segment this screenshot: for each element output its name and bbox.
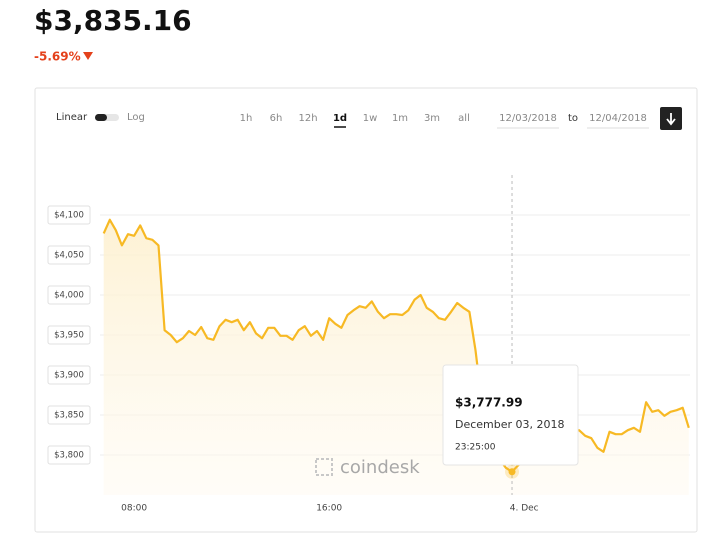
price: $3,835.16 <box>34 4 192 37</box>
scale-toggle-knob <box>95 114 107 121</box>
y-tick-box <box>47 405 91 425</box>
down-arrow <box>83 52 93 60</box>
area <box>103 219 689 496</box>
range-button[interactable]: 1w <box>363 113 378 124</box>
range-button[interactable]: 3m <box>424 113 440 124</box>
range-button[interactable]: 1m <box>392 113 408 124</box>
plot: $3,800 $3,850 $3,900 $3,950 $4,000 $4,050 $4,1… <box>47 175 690 514</box>
download-icon <box>666 113 676 126</box>
scale-option[interactable]: Linear <box>56 112 88 123</box>
range-button[interactable]: 6h <box>270 113 283 124</box>
date-to[interactable]: 12/04/2018 <box>589 113 647 124</box>
tooltip-price: $3,777.99 <box>455 396 523 410</box>
y-tick-box <box>47 285 91 305</box>
range-button[interactable]: 1h <box>240 113 253 124</box>
date-from[interactable]: 12/03/2018 <box>499 113 557 124</box>
controls: Linear Log 1h 6h 12h 1d 1w 1m 3m all 12/03/2018 to 1… <box>56 107 682 130</box>
y-tick-label: $3,850 <box>54 411 84 421</box>
y-tick-label: $4,000 <box>54 291 84 301</box>
y-tick-box <box>47 245 91 265</box>
scale-option[interactable]: Log <box>127 112 145 123</box>
tooltip-date: December 03, 2018 <box>455 418 565 431</box>
watermark: coindesk <box>340 457 420 478</box>
tooltip-dot <box>508 468 516 476</box>
y-tick-label: $3,800 <box>54 451 84 461</box>
date-separator: to <box>568 113 578 124</box>
range-button[interactable]: 1d <box>333 113 347 124</box>
y-tick-box <box>47 365 91 385</box>
price-line <box>102 218 690 473</box>
x-tick-label: 4. Dec <box>510 504 539 514</box>
y-tick-label: $4,050 <box>54 251 84 261</box>
x-tick-label: 08:00 <box>121 504 147 514</box>
tooltip-box <box>442 364 579 466</box>
x-tick-label: 16:00 <box>316 504 342 514</box>
y-tick-label: $3,900 <box>54 371 84 381</box>
y-tick-label: $3,950 <box>54 331 84 341</box>
y-tick-box <box>47 445 91 465</box>
y-tick-box <box>47 205 91 225</box>
range-button[interactable]: all <box>458 113 470 124</box>
y-tick-label: $4,100 <box>54 211 84 221</box>
change: -5.69% <box>34 50 81 64</box>
tooltip-time: 23:25:00 <box>455 443 496 453</box>
y-tick-box <box>47 325 91 345</box>
range-button[interactable]: 12h <box>298 113 317 124</box>
watermark-icon <box>315 458 333 476</box>
